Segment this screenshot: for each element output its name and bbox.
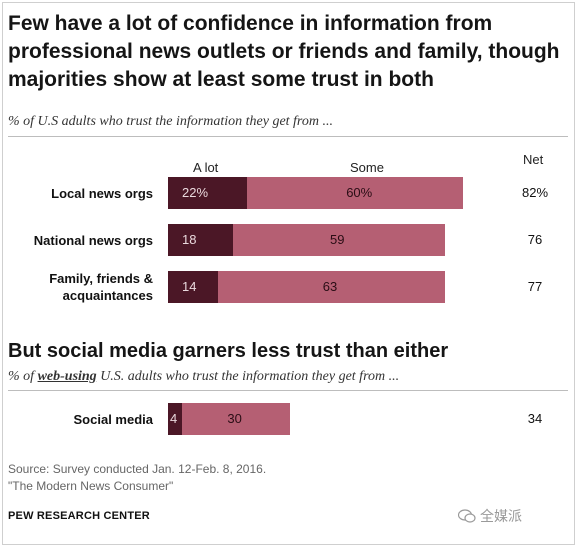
category-label: Social media xyxy=(0,411,153,428)
value-label-some: 60% xyxy=(346,185,373,200)
subtitle2-web-using: web-using xyxy=(37,369,97,384)
category-label-line: acquaintances xyxy=(62,288,153,303)
subtitle2-prefix: % of xyxy=(8,369,35,384)
section-title-social: But social media garners less trust than… xyxy=(8,340,449,362)
source-line-2: "The Modern News Consumer" xyxy=(8,479,174,493)
chart-subtitle: % of U.S adults who trust the informatio… xyxy=(8,114,333,129)
chat-bubble-icon xyxy=(458,509,476,523)
column-header-net: Net xyxy=(523,152,544,167)
bar-a-lot xyxy=(168,271,219,303)
watermark: 全媒派 xyxy=(458,506,522,526)
bar-some xyxy=(232,224,446,256)
column-header-some: Some xyxy=(350,160,384,175)
category-label-line: Social media xyxy=(73,411,153,427)
category-label: Local news orgs xyxy=(0,185,153,202)
value-label-some: 59 xyxy=(330,232,345,247)
value-label-a-lot: 18 xyxy=(182,232,197,247)
subtitle2-suffix: U.S. adults who trust the information th… xyxy=(100,369,400,384)
value-label-net: 34 xyxy=(527,411,543,426)
value-label-net: 82% xyxy=(521,185,549,200)
source-line-1: Source: Survey conducted Jan. 12-Feb. 8,… xyxy=(8,462,267,476)
category-label: National news orgs xyxy=(0,232,153,249)
watermark-text: 全媒派 xyxy=(480,508,522,524)
category-label-line: Family, friends & xyxy=(49,271,153,286)
bar-some xyxy=(218,271,446,303)
chart-title: Few have a lot of confidence in informat… xyxy=(8,12,560,91)
bar-some xyxy=(182,403,291,435)
value-label-a-lot: 4 xyxy=(170,411,178,426)
source-note: Source: Survey conducted Jan. 12-Feb. 8,… xyxy=(8,461,266,495)
divider-top xyxy=(8,136,568,137)
category-label-line: National news orgs xyxy=(33,232,153,248)
org-credit: PEW RESEARCH CENTER xyxy=(8,510,150,522)
value-label-net: 76 xyxy=(527,232,543,247)
category-label: Family, friends & acquaintances xyxy=(0,270,153,304)
bar-a-lot xyxy=(168,177,248,209)
divider-social xyxy=(8,390,568,391)
column-header-a-lot: A lot xyxy=(193,160,219,175)
value-label-a-lot: 22% xyxy=(182,185,209,200)
bar-a-lot xyxy=(168,224,233,256)
value-label-some: 30 xyxy=(227,411,242,426)
value-label-some: 63 xyxy=(322,279,338,294)
chart-subtitle-social: % of web-using U.S. adults who trust the… xyxy=(8,369,399,385)
bar-some xyxy=(247,177,464,209)
category-label-line: Local news orgs xyxy=(51,185,153,201)
bar-a-lot xyxy=(168,403,183,435)
value-label-a-lot: 14 xyxy=(182,279,197,294)
value-label-net: 77 xyxy=(527,279,543,294)
